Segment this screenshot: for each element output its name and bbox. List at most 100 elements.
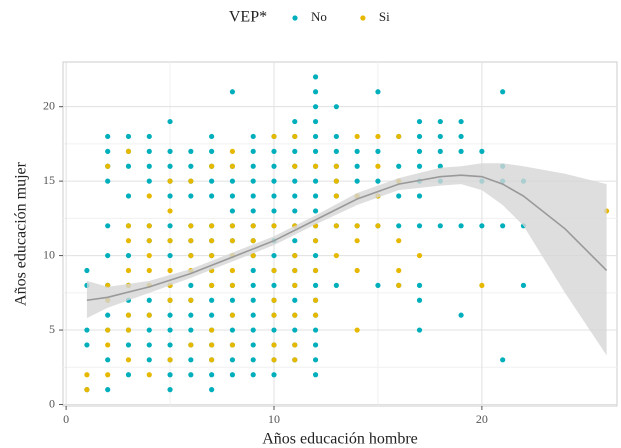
point: [250, 372, 256, 378]
point: [271, 267, 277, 274]
point: [396, 133, 402, 140]
point: [250, 208, 256, 214]
point: [188, 327, 194, 333]
point: [167, 193, 173, 199]
legend-marker: [292, 15, 298, 21]
point: [188, 372, 194, 378]
point: [250, 342, 256, 348]
point: [125, 193, 132, 199]
point: [146, 178, 152, 184]
point: [167, 163, 173, 169]
point: [333, 133, 339, 140]
point: [105, 372, 111, 378]
point: [167, 118, 173, 125]
point: [229, 178, 236, 184]
point: [105, 163, 111, 169]
point: [416, 193, 423, 199]
point: [250, 357, 256, 363]
point: [146, 193, 152, 199]
point: [416, 252, 423, 259]
point: [125, 372, 132, 378]
point: [333, 104, 339, 110]
point: [458, 133, 464, 140]
point: [105, 327, 111, 333]
point: [146, 327, 152, 333]
point: [292, 118, 298, 125]
point: [312, 372, 319, 378]
point: [312, 208, 319, 214]
point: [354, 178, 360, 184]
point: [479, 282, 485, 288]
point: [416, 327, 423, 333]
point: [125, 357, 132, 363]
point: [437, 118, 443, 125]
point: [292, 312, 298, 318]
point: [125, 148, 132, 154]
point: [354, 148, 360, 154]
point: [229, 89, 236, 95]
point: [209, 178, 215, 184]
point: [354, 163, 360, 169]
smooth-line: [86, 174, 608, 302]
point: [271, 252, 277, 259]
point: [250, 178, 256, 184]
point: [354, 267, 360, 274]
point: [292, 327, 298, 333]
point: [84, 372, 90, 378]
point: [146, 148, 152, 154]
point: [105, 148, 111, 154]
point: [146, 163, 152, 169]
point: [250, 133, 256, 140]
point: [125, 342, 132, 348]
point: [250, 193, 256, 199]
point: [312, 252, 319, 259]
point: [84, 267, 90, 274]
point: [229, 372, 236, 378]
point: [105, 312, 111, 318]
point: [188, 148, 194, 154]
point: [250, 163, 256, 169]
point: [312, 89, 319, 95]
point: [500, 223, 506, 229]
point: [209, 148, 215, 154]
point: [105, 223, 111, 229]
point: [479, 223, 485, 229]
point: [209, 342, 215, 348]
point: [333, 193, 339, 199]
point: [416, 163, 423, 169]
point: [209, 297, 215, 303]
confidence-band: [86, 163, 607, 356]
point: [209, 223, 215, 229]
point: [292, 148, 298, 154]
point: [312, 297, 319, 303]
point: [396, 163, 402, 169]
grid: [63, 62, 617, 406]
point: [458, 223, 464, 229]
point: [229, 148, 236, 154]
point: [292, 133, 298, 140]
point: [105, 178, 111, 184]
point: [146, 297, 152, 303]
point: [312, 238, 319, 244]
point: [458, 148, 464, 154]
point: [271, 133, 277, 140]
y-tick-label: 0: [49, 396, 55, 410]
point: [188, 342, 194, 348]
point: [105, 133, 111, 140]
point: [292, 357, 298, 363]
x-tick-label: 0: [63, 412, 69, 426]
point: [479, 148, 485, 154]
point: [333, 252, 339, 259]
point: [188, 238, 194, 244]
point: [229, 163, 236, 169]
point: [229, 327, 236, 333]
y-tick-label: 15: [43, 173, 55, 187]
point: [271, 282, 277, 288]
point: [105, 387, 111, 393]
point: [209, 387, 215, 393]
point: [250, 148, 256, 154]
y-tick-label: 10: [43, 247, 55, 261]
point: [125, 238, 132, 244]
point: [292, 267, 298, 274]
point: [271, 297, 277, 303]
